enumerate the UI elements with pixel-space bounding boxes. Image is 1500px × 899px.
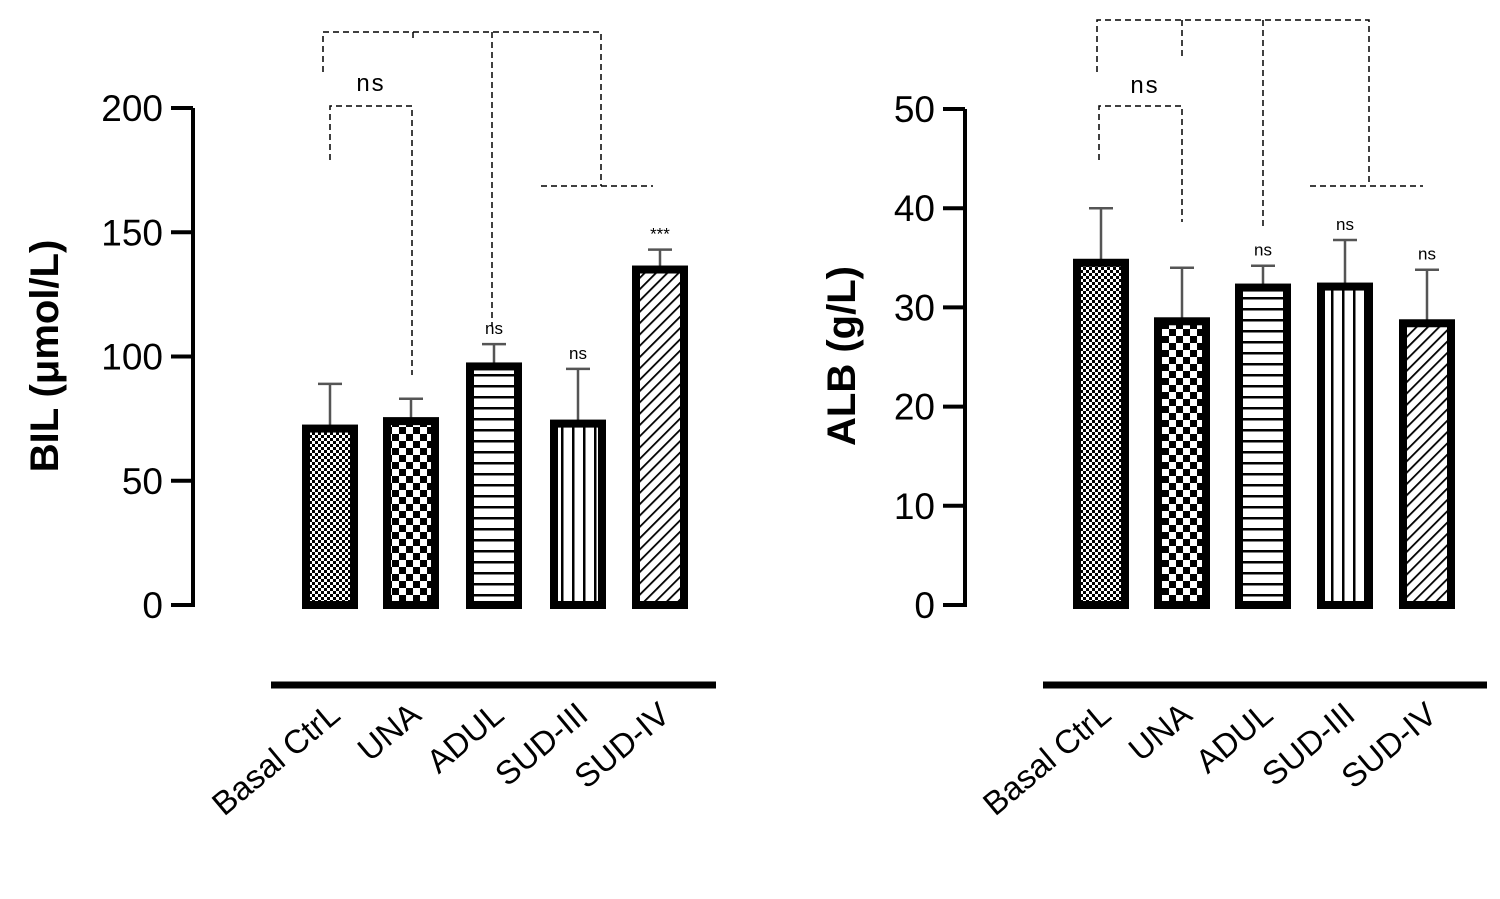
alb-y-tick-label: 20	[894, 387, 935, 428]
alb-bar	[1317, 282, 1373, 609]
alb-bar	[1399, 319, 1455, 609]
bil-comparison-brackets: ns	[322, 31, 653, 375]
bil-bar	[632, 265, 688, 609]
bil-y-tick-label: 150	[101, 212, 163, 253]
bil-y-tick-label: 0	[142, 585, 163, 626]
bil-y-tick-label: 100	[101, 337, 163, 378]
bil-bar	[550, 419, 606, 609]
alb-significance-label: ns	[1336, 215, 1354, 234]
bil-y-axis-label: BIL (μmol/L)	[23, 240, 67, 473]
alb-bar	[1154, 317, 1210, 609]
alb-comparison-brackets: ns	[1096, 19, 1423, 228]
bil-y-tick-label: 200	[101, 88, 163, 129]
alb-significance-label: ns	[1254, 241, 1272, 260]
alb-bar	[1235, 283, 1291, 609]
bil-category-label: UNA	[350, 695, 427, 768]
bil-significance-label: ns	[569, 344, 587, 363]
bil-category-label: Basal CtrL	[205, 695, 347, 822]
bil-bar	[302, 424, 358, 609]
alb-category-label: Basal CtrL	[976, 695, 1118, 822]
bil-bars: ns ns ***	[302, 225, 688, 609]
alb-category-label: UNA	[1121, 695, 1198, 768]
alb-bar	[1073, 258, 1129, 609]
alb-significance-label: ns	[1418, 245, 1436, 264]
alb-bars: ns ns ns	[1073, 206, 1455, 609]
alb-y-tick-label: 30	[894, 287, 935, 328]
alb-y-axis-label: ALB (g/L)	[820, 266, 864, 446]
bil-significance-label: ***	[650, 225, 670, 244]
alb-category-label: SUD-IV	[1334, 695, 1443, 795]
alb-y-tick-label: 50	[894, 89, 935, 130]
alb-y-axis: 0 10 20 30 40 50	[894, 89, 967, 626]
alb-y-tick-label: 40	[894, 188, 935, 229]
bil-bar	[383, 417, 439, 609]
alb-y-tick-label: 0	[914, 585, 935, 626]
bil-y-tick-label: 50	[122, 461, 163, 502]
bil-category-label: SUD-IV	[567, 695, 676, 795]
bil-significance-label: ns	[485, 319, 503, 338]
bil-bar	[466, 362, 522, 609]
alb-bracket-ns-label: ns	[1130, 72, 1159, 99]
bil-y-axis: 0 50 100 150 200	[101, 88, 195, 626]
bil-chart-panel: BIL (μmol/L) ns 0 50 100 150 200 ns ns *** Bas…	[23, 31, 716, 822]
bil-bracket-ns-label: ns	[356, 70, 385, 97]
alb-y-tick-label: 10	[894, 486, 935, 527]
alb-chart-panel: ALB (g/L) ns 0 10 20 30 40 50 ns ns ns Basal Ct…	[820, 19, 1487, 822]
